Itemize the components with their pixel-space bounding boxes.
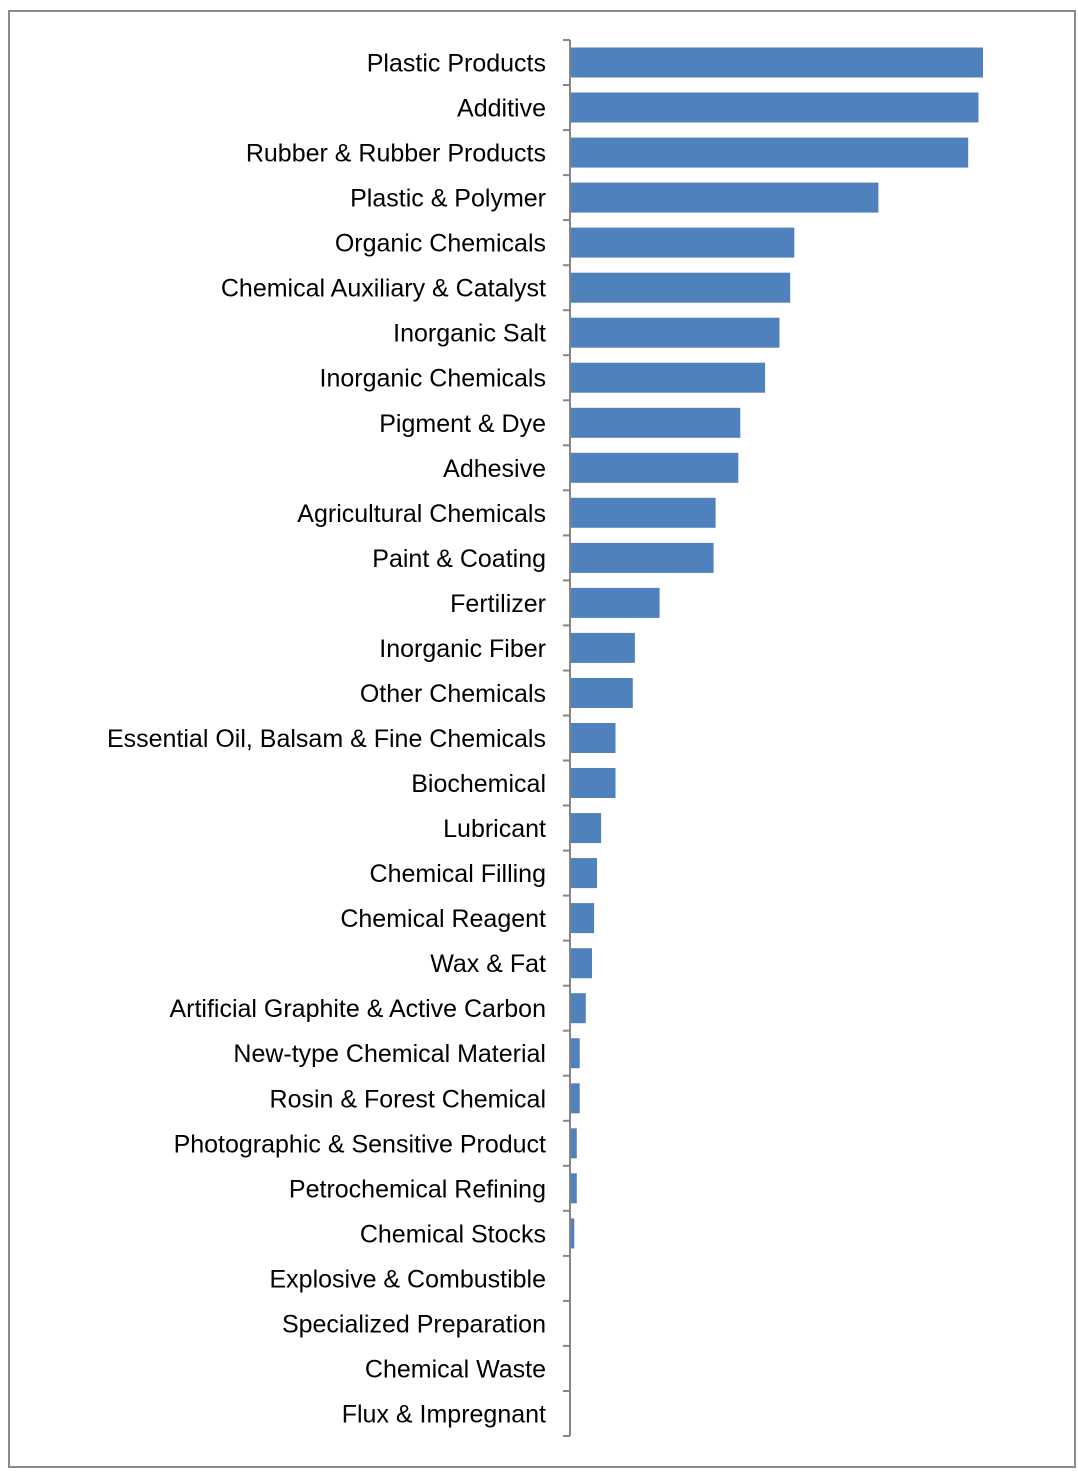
bar [571, 858, 597, 889]
category-label: Rubber & Rubber Products [246, 140, 546, 168]
bar [571, 993, 586, 1024]
category-labels: Plastic Products Additive Rubber & Rubber … [107, 50, 546, 1429]
category-label: Rosin & Forest Chemical [270, 1085, 546, 1113]
bar [571, 1128, 577, 1159]
category-label: Chemical Filling [370, 860, 546, 888]
category-label: Flux & Impregnant [342, 1401, 546, 1429]
bar [571, 587, 660, 618]
category-label: Explosive & Combustible [269, 1265, 546, 1293]
bar [571, 542, 714, 573]
bar [571, 1038, 580, 1069]
category-axis [563, 39, 571, 1437]
bar [571, 407, 741, 438]
category-label: Inorganic Fiber [379, 635, 546, 663]
bar [571, 948, 592, 979]
category-label: Paint & Coating [372, 545, 546, 573]
category-label: Chemical Stocks [360, 1220, 546, 1248]
category-label: Plastic & Polymer [350, 185, 546, 213]
bars-group [571, 47, 983, 1249]
category-label: Plastic Products [367, 50, 546, 78]
bar [571, 92, 979, 123]
bar [571, 317, 780, 348]
chart-frame [8, 10, 1076, 1468]
category-label: New-type Chemical Material [233, 1040, 546, 1068]
bar [571, 452, 739, 483]
category-label: Chemical Auxiliary & Catalyst [221, 275, 546, 303]
category-label: Inorganic Chemicals [320, 365, 547, 393]
bar [571, 768, 616, 798]
category-label: Petrochemical Refining [289, 1175, 546, 1203]
category-label: Adhesive [443, 455, 546, 483]
bar [571, 47, 983, 78]
category-label: Lubricant [443, 815, 546, 843]
category-label: Artificial Graphite & Active Carbon [169, 995, 546, 1023]
category-label: Pigment & Dye [379, 410, 546, 438]
bar [571, 903, 595, 934]
category-label: Other Chemicals [360, 680, 546, 708]
category-label: Biochemical [411, 770, 546, 798]
category-label: Specialized Preparation [282, 1310, 546, 1338]
category-label: Additive [457, 95, 546, 123]
category-label: Agricultural Chemicals [297, 500, 546, 528]
category-label: Photographic & Sensitive Product [174, 1130, 546, 1158]
bar [571, 813, 602, 844]
bar [571, 272, 791, 303]
category-label: Chemical Waste [365, 1356, 546, 1384]
category-label: Fertilizer [450, 590, 546, 618]
bar [571, 497, 716, 528]
bar [571, 1083, 580, 1114]
bar [571, 1173, 577, 1204]
bar [571, 632, 635, 663]
bar [571, 678, 633, 708]
bar [571, 1218, 575, 1249]
category-label: Organic Chemicals [335, 230, 546, 258]
bar [571, 182, 879, 213]
category-label: Chemical Reagent [340, 905, 546, 933]
category-label: Inorganic Salt [393, 320, 546, 348]
category-label: Wax & Fat [430, 950, 546, 978]
bar [571, 227, 795, 258]
bar [571, 723, 616, 753]
category-label: Essential Oil, Balsam & Fine Chemicals [107, 725, 546, 753]
bar [571, 137, 969, 168]
bar [571, 362, 766, 393]
